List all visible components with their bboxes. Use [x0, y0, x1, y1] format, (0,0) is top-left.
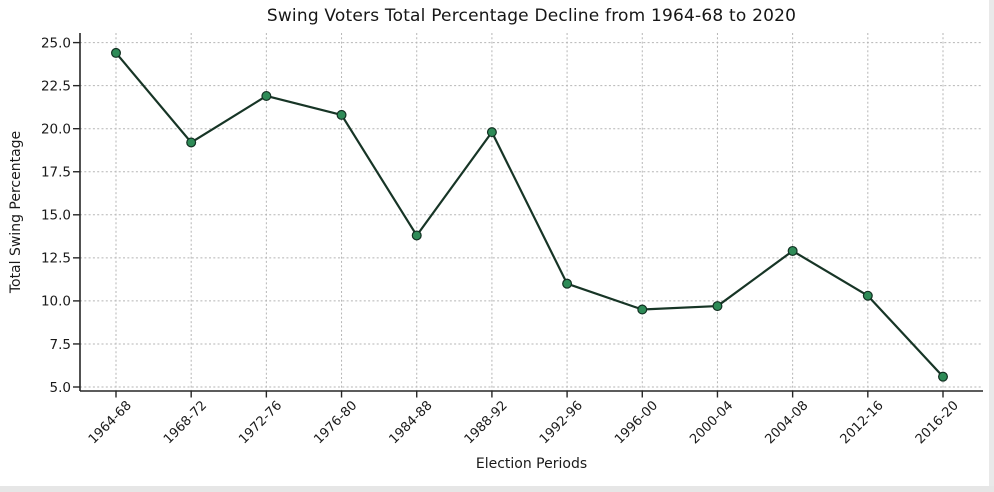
data-point-marker	[637, 304, 648, 315]
y-tick-label: 7.5	[50, 337, 71, 353]
data-point-marker	[486, 127, 497, 138]
y-tick-label: 22.5	[41, 78, 71, 94]
x-tick-label: 2012-16	[838, 398, 887, 447]
data-point-marker	[110, 47, 121, 58]
y-tick-label: 5.0	[50, 380, 71, 396]
data-point-marker	[937, 371, 948, 382]
x-tick-label: 1976-80	[311, 398, 360, 447]
window-right-edge	[989, 0, 994, 492]
x-tick-label: 1988-92	[462, 398, 511, 447]
data-point-marker	[787, 245, 798, 256]
y-axis-label: Total Swing Percentage	[8, 130, 24, 294]
y-tick-label: 15.0	[41, 208, 71, 224]
data-point-marker	[336, 109, 347, 120]
y-tick-label: 25.0	[41, 35, 71, 51]
data-line	[114, 51, 945, 378]
data-point-marker	[411, 230, 422, 241]
x-tick-label: 2016-20	[913, 398, 962, 447]
x-tick-label: 1968-72	[161, 398, 210, 447]
x-tick-label: 2004-08	[762, 398, 811, 447]
x-tick-label: 1972-76	[236, 398, 285, 447]
y-tick-label: 20.0	[41, 122, 71, 138]
window-bottom-edge	[0, 486, 994, 492]
y-tick-label: 17.5	[41, 165, 71, 181]
x-tick-label: 1984-88	[387, 398, 436, 447]
chart-title: Swing Voters Total Percentage Decline fr…	[266, 6, 797, 26]
x-tick-label: 1992-96	[537, 398, 586, 447]
x-axis-label: Election Periods	[475, 456, 588, 472]
data-point-marker	[862, 290, 873, 301]
y-tick-label: 12.5	[41, 251, 71, 267]
data-point-marker	[712, 301, 723, 312]
y-tick-label: 10.0	[41, 294, 71, 310]
data-point-marker	[562, 278, 573, 289]
data-point-marker	[261, 90, 272, 101]
x-tick-label: 1996-00	[612, 398, 661, 447]
x-tick-label: 1964-68	[86, 398, 135, 447]
data-point-marker	[186, 137, 197, 148]
x-tick-label: 2000-04	[687, 398, 736, 447]
